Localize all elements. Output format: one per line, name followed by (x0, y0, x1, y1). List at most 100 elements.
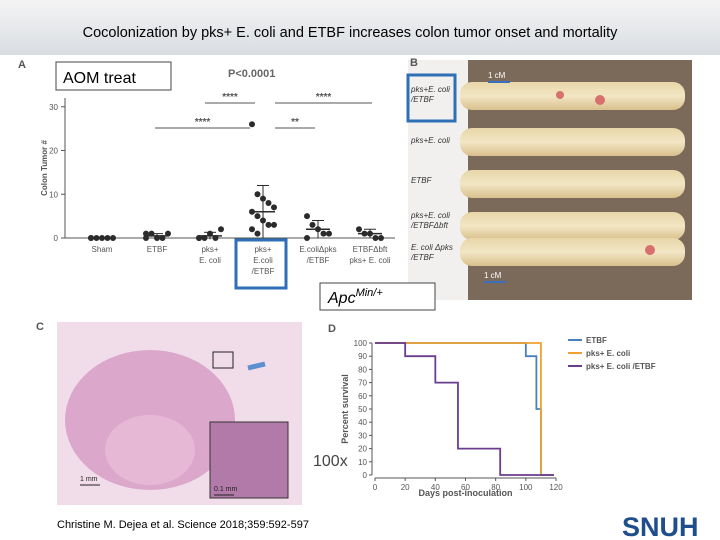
survival-curve (375, 342, 554, 476)
y-tick-label: 0 (54, 234, 59, 243)
x-tick-label: Sham (92, 245, 113, 254)
citation: Christine M. Dejea et al. Science 2018;3… (57, 519, 309, 531)
x-tick-label: E.coliΔpks (299, 245, 336, 254)
y-tick-label: 40 (358, 418, 367, 427)
significance-label: **** (195, 117, 211, 128)
data-point (254, 213, 261, 220)
colon-strip (460, 212, 685, 240)
y-tick-label: 70 (358, 379, 367, 388)
tumor-spot (556, 91, 564, 99)
x-tick-label: pks+ (201, 245, 218, 254)
data-point (304, 213, 310, 220)
x-tick-label: /ETBF (307, 256, 330, 265)
survival-curve (375, 342, 554, 476)
data-point (254, 230, 261, 237)
strip-label: pks+E. coli (410, 211, 450, 220)
x-tick-label: E.coli (253, 256, 273, 265)
x-tick-label: 0 (373, 483, 378, 492)
x-tick-label: 120 (549, 483, 563, 492)
data-point (271, 204, 277, 211)
slide-title: Cocolonization by pks+ E. coli and ETBF … (83, 25, 618, 41)
y-tick-label: 0 (363, 471, 368, 480)
data-point (249, 121, 255, 128)
strip-label: /ETBF (410, 253, 435, 262)
header-bar (0, 0, 720, 55)
tissue (105, 415, 195, 485)
x-tick-label: 40 (431, 483, 440, 492)
y-axis-label: Colon Tumor # (40, 140, 49, 196)
data-point (372, 235, 379, 241)
treatment-box (55, 61, 172, 91)
data-point (320, 230, 327, 237)
x-tick-label: 20 (401, 483, 410, 492)
magnification: 100x (313, 453, 348, 470)
survival-curve (375, 342, 554, 476)
model-box (319, 282, 436, 311)
legend-label: pks+ E. coli /ETBF (586, 362, 656, 371)
colon-strip (460, 238, 685, 266)
strip-label: E. coli Δpks (411, 243, 453, 252)
x-axis-label: Days post-inoculation (418, 488, 512, 498)
inset-box (212, 351, 234, 369)
data-point (326, 230, 332, 237)
y-tick-label: 30 (49, 103, 58, 112)
y-tick-label: 30 (358, 431, 367, 440)
tumor-spot (645, 245, 655, 255)
inset-image (209, 421, 289, 499)
x-tick-label: pks+ (254, 245, 271, 254)
treatment-label: AOM treat (63, 70, 136, 87)
y-tick-label: 10 (358, 458, 367, 467)
logo: SNUH (622, 512, 699, 540)
model-superscript: Min/+ (356, 287, 384, 299)
scale-label: 1 mm (80, 476, 98, 483)
data-point (309, 221, 316, 228)
y-tick-label: 20 (358, 445, 367, 454)
legend-label: pks+ E. coli (586, 349, 630, 358)
legend-label: ETBF (586, 336, 607, 345)
significance-label: **** (222, 92, 238, 103)
data-point (218, 226, 224, 233)
model-name: Apc (327, 290, 356, 307)
x-tick-label: E. coli (199, 256, 221, 265)
highlight-box (234, 238, 288, 290)
data-point (356, 226, 362, 233)
y-axis-label: Percent survival (340, 374, 350, 444)
arrow (247, 361, 266, 371)
panel-letter: C (36, 321, 44, 333)
x-tick-label: ETBFΔbft (353, 245, 388, 254)
scale-label: 1 cM (484, 271, 502, 280)
y-tick-label: 10 (49, 190, 58, 199)
x-tick-label: 60 (461, 483, 470, 492)
x-tick-label: /ETBF (252, 267, 275, 276)
colon-strip (460, 170, 685, 198)
x-tick-label: 100 (519, 483, 533, 492)
scale-label: 0.1 mm (214, 486, 238, 493)
strip-label: /ETBF (410, 95, 435, 104)
strip-label: pks+E. coli (410, 136, 450, 145)
strip-label: ETBF (411, 176, 433, 185)
photo-label-area (408, 60, 468, 300)
x-tick-label: 80 (491, 483, 500, 492)
data-point (271, 221, 277, 228)
data-point (304, 235, 310, 241)
data-point (265, 200, 272, 206)
strip-label: pks+E. coli (410, 85, 450, 94)
p-value: P<0.0001 (228, 68, 275, 80)
model-label: ApcMin/+ (327, 287, 383, 307)
data-point (254, 191, 261, 198)
y-tick-label: 50 (358, 405, 367, 414)
x-tick-label: ETBF (147, 245, 168, 254)
data-point (249, 226, 255, 233)
y-tick-label: 20 (49, 147, 58, 156)
y-tick-label: 100 (354, 339, 368, 348)
highlight-box (406, 73, 457, 123)
y-tick-label: 90 (358, 352, 367, 361)
y-tick-label: 80 (358, 365, 367, 374)
y-tick-label: 60 (358, 392, 367, 401)
significance-label: **** (316, 92, 332, 103)
colon-strip (460, 82, 685, 110)
panel-letter: D (328, 323, 336, 335)
data-point (378, 235, 384, 241)
